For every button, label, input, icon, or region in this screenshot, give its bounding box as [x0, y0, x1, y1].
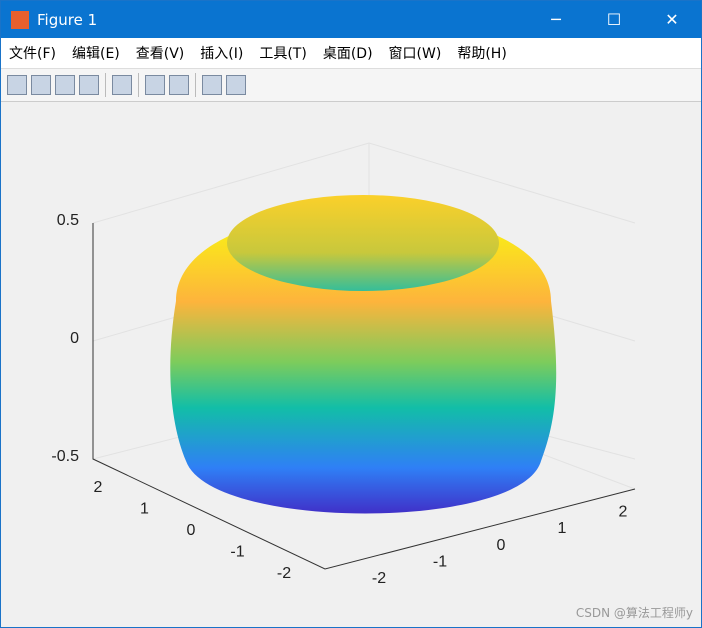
- tick-label: 0: [187, 522, 196, 539]
- tick-label: 0.5: [57, 212, 79, 229]
- menu-item[interactable]: 插入(I): [200, 46, 244, 62]
- tick-label: -1: [433, 554, 447, 571]
- tick-label: -2: [277, 565, 291, 582]
- link-button[interactable]: [112, 75, 132, 95]
- menu-item[interactable]: 窗口(W): [388, 46, 442, 62]
- torus-hole: [227, 195, 499, 291]
- menu-item[interactable]: 桌面(D): [322, 46, 373, 62]
- tick-label: 2: [94, 479, 103, 496]
- menu-item[interactable]: 帮助(H): [457, 46, 507, 62]
- tick-label: -2: [372, 570, 386, 587]
- plot-area: 0.5 0 -0.5 2 1 0 -1 -2 -2 -1 0 1 2: [51, 142, 636, 587]
- close-button[interactable]: ✕: [665, 10, 679, 29]
- tick-label: -0.5: [51, 448, 79, 465]
- app-icon: [11, 10, 29, 29]
- torus-surface: [170, 211, 557, 514]
- title-bar: Figure 1 ─ ☐ ✕: [1, 1, 701, 38]
- property-button[interactable]: [226, 75, 246, 95]
- tick-label: -1: [230, 544, 244, 561]
- tick-label: 2: [619, 503, 628, 520]
- axes-lines: [92, 223, 636, 570]
- menu-item[interactable]: 工具(T): [259, 46, 307, 62]
- tick-label: 1: [558, 520, 567, 537]
- tick-label: 0: [70, 330, 79, 347]
- window-title: Figure 1: [37, 10, 98, 29]
- save-button[interactable]: [55, 75, 75, 95]
- print-button[interactable]: [79, 75, 99, 95]
- legend-button[interactable]: [169, 75, 189, 95]
- window-controls: ─ ☐ ✕: [527, 10, 701, 29]
- minimize-button[interactable]: ─: [551, 10, 561, 29]
- menu-item[interactable]: 文件(F): [9, 46, 56, 62]
- tick-labels: 0.5 0 -0.5 2 1 0 -1 -2 -2 -1 0 1 2: [51, 212, 627, 587]
- tick-label: 1: [140, 501, 149, 518]
- maximize-button[interactable]: ☐: [606, 10, 622, 29]
- toolbar: [1, 69, 701, 102]
- menu-bar: 文件(F) 编辑(E) 查看(V) 插入(I) 工具(T) 桌面(D) 窗口(W) 帮助(H): [1, 38, 701, 69]
- open-button[interactable]: [31, 75, 51, 95]
- pointer-button[interactable]: [202, 75, 222, 95]
- menu-item[interactable]: 查看(V): [135, 46, 185, 62]
- watermark: CSDN @算法工程师y: [575, 606, 693, 620]
- menu-item[interactable]: 编辑(E): [71, 46, 120, 62]
- new-button[interactable]: [7, 75, 27, 95]
- tick-label: 0: [497, 537, 506, 554]
- colorbar-button[interactable]: [145, 75, 165, 95]
